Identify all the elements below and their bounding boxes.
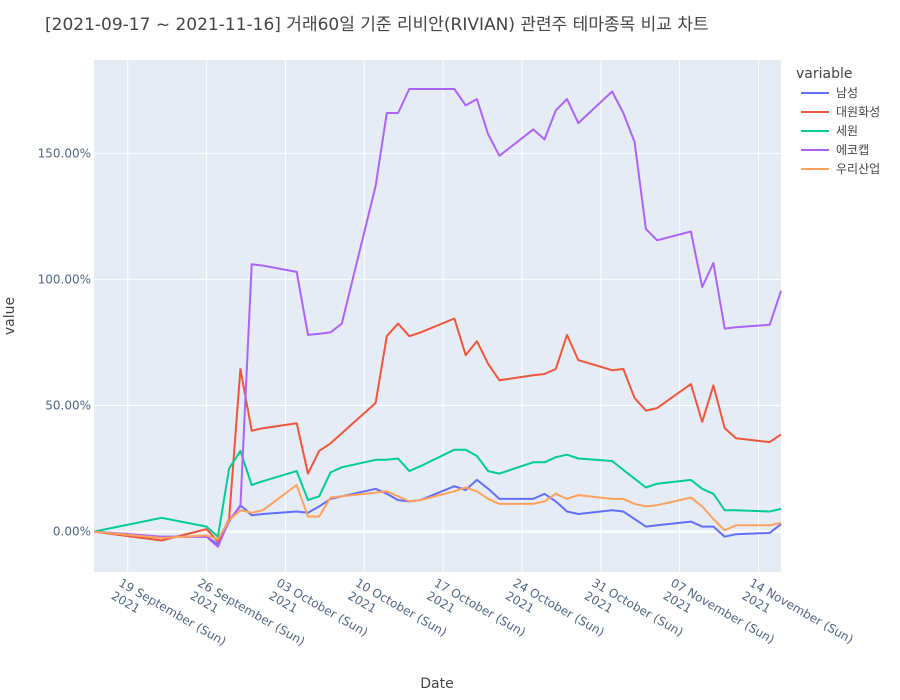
x-axis-ticks: 19 September (Sun)2021 26 September (Sun)… xyxy=(109,576,856,660)
legend-label: 세원 xyxy=(836,124,858,138)
series-line-에코캡 xyxy=(93,88,782,548)
legend-label: 남성 xyxy=(836,86,858,100)
legend-item[interactable]: 대원화성 xyxy=(801,105,880,119)
series-line-세원 xyxy=(93,448,782,538)
legend-item[interactable]: 에코캡 xyxy=(801,143,869,157)
y-axis-ticks: 0.00% 50.00% 100.00% 150.00% xyxy=(38,146,91,538)
x-axis-title: Date xyxy=(420,676,453,692)
legend-item[interactable]: 세원 xyxy=(801,124,858,138)
legend-title: variable xyxy=(796,66,852,82)
chart-title: [2021-09-17 ~ 2021-11-16] 거래60일 기준 리비안(R… xyxy=(45,15,709,35)
y-tick-label: 100.00% xyxy=(38,272,91,286)
legend-item[interactable]: 남성 xyxy=(801,86,858,100)
y-tick-label: 50.00% xyxy=(45,399,91,413)
series-line-우리산업 xyxy=(93,484,782,541)
legend-label: 우리산업 xyxy=(836,162,880,176)
y-axis-title: value xyxy=(2,297,18,335)
x-tick: 14 November (Sun)2021 xyxy=(740,576,856,660)
y-tick-label: 150.00% xyxy=(38,146,91,160)
series-line-남성 xyxy=(93,478,782,546)
y-tick-label: 0.00% xyxy=(53,525,91,539)
x-tick-label: 14 November (Sun)2021 xyxy=(740,576,856,660)
legend-label: 대원화성 xyxy=(836,105,880,119)
series-lines xyxy=(93,88,782,548)
plot-area xyxy=(94,60,781,572)
series-line-대원화성 xyxy=(93,317,782,543)
legend-item[interactable]: 우리산업 xyxy=(801,162,880,176)
gridlines xyxy=(94,60,781,572)
legend-label: 에코캡 xyxy=(836,143,869,157)
